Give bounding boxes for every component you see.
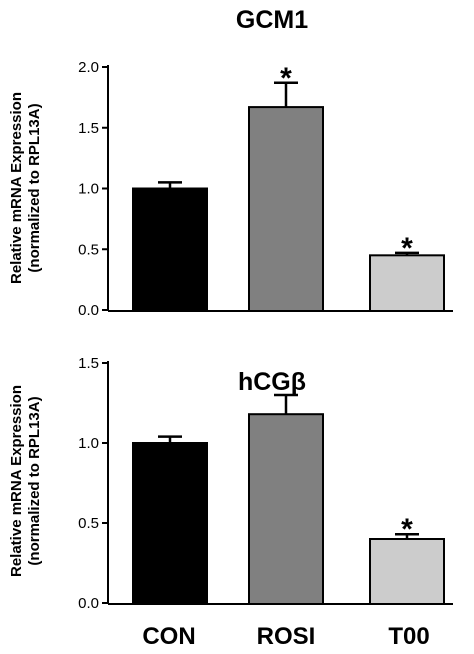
chart-title: GCM1 bbox=[236, 6, 308, 34]
significance-markers: * bbox=[401, 513, 413, 546]
y-tick-label: 1.5 bbox=[78, 120, 99, 137]
x-tick-label-t00: T00 bbox=[388, 623, 429, 650]
bars bbox=[132, 106, 445, 312]
bar-con bbox=[132, 187, 208, 312]
y-tick-label: 2.0 bbox=[78, 59, 99, 76]
bar-rosi bbox=[248, 413, 324, 606]
significance-star-t00: * bbox=[401, 232, 413, 265]
y-tick-label: 0.5 bbox=[78, 241, 99, 258]
significance-star-rosi: * bbox=[280, 62, 292, 95]
y-tick-label: 1.0 bbox=[78, 181, 99, 198]
y-tick-label: 0.5 bbox=[78, 515, 99, 532]
error-bars bbox=[158, 81, 419, 256]
y-axis-label-line2: (normalized to RPL13A) bbox=[26, 103, 43, 272]
significance-markers: ** bbox=[280, 62, 413, 265]
x-tick-label-con: CON bbox=[142, 623, 195, 650]
bars bbox=[132, 413, 445, 606]
panel-gcm1: GCM1 Relative mRNA Expression (normalize… bbox=[8, 6, 453, 319]
y-ticks: 0.0 0.5 1.0 1.5 bbox=[78, 355, 108, 612]
y-tick-label: 0.0 bbox=[78, 595, 99, 612]
y-ticks: 0.0 0.5 1.0 1.5 2.0 bbox=[78, 59, 108, 319]
panel-hcgb: hCGβ Relative mRNA Expression (normalize… bbox=[8, 355, 453, 612]
y-axis-label-line2: (normalized to RPL13A) bbox=[26, 396, 43, 565]
significance-star-t00: * bbox=[401, 513, 413, 546]
y-tick-label: 0.0 bbox=[78, 302, 99, 319]
error-bars bbox=[158, 393, 419, 539]
bar-t00 bbox=[369, 254, 445, 312]
axes bbox=[107, 361, 453, 605]
y-tick-label: 1.0 bbox=[78, 435, 99, 452]
y-axis-label: Relative mRNA Expression bbox=[8, 92, 25, 284]
y-axis-label: Relative mRNA Expression bbox=[8, 385, 25, 577]
chart-title: hCGβ bbox=[238, 368, 306, 396]
y-tick-label: 1.5 bbox=[78, 355, 99, 372]
bar-rosi bbox=[248, 106, 324, 312]
bar-t00 bbox=[369, 538, 445, 605]
bar-con bbox=[132, 442, 208, 605]
x-tick-label-rosi: ROSI bbox=[257, 623, 316, 650]
